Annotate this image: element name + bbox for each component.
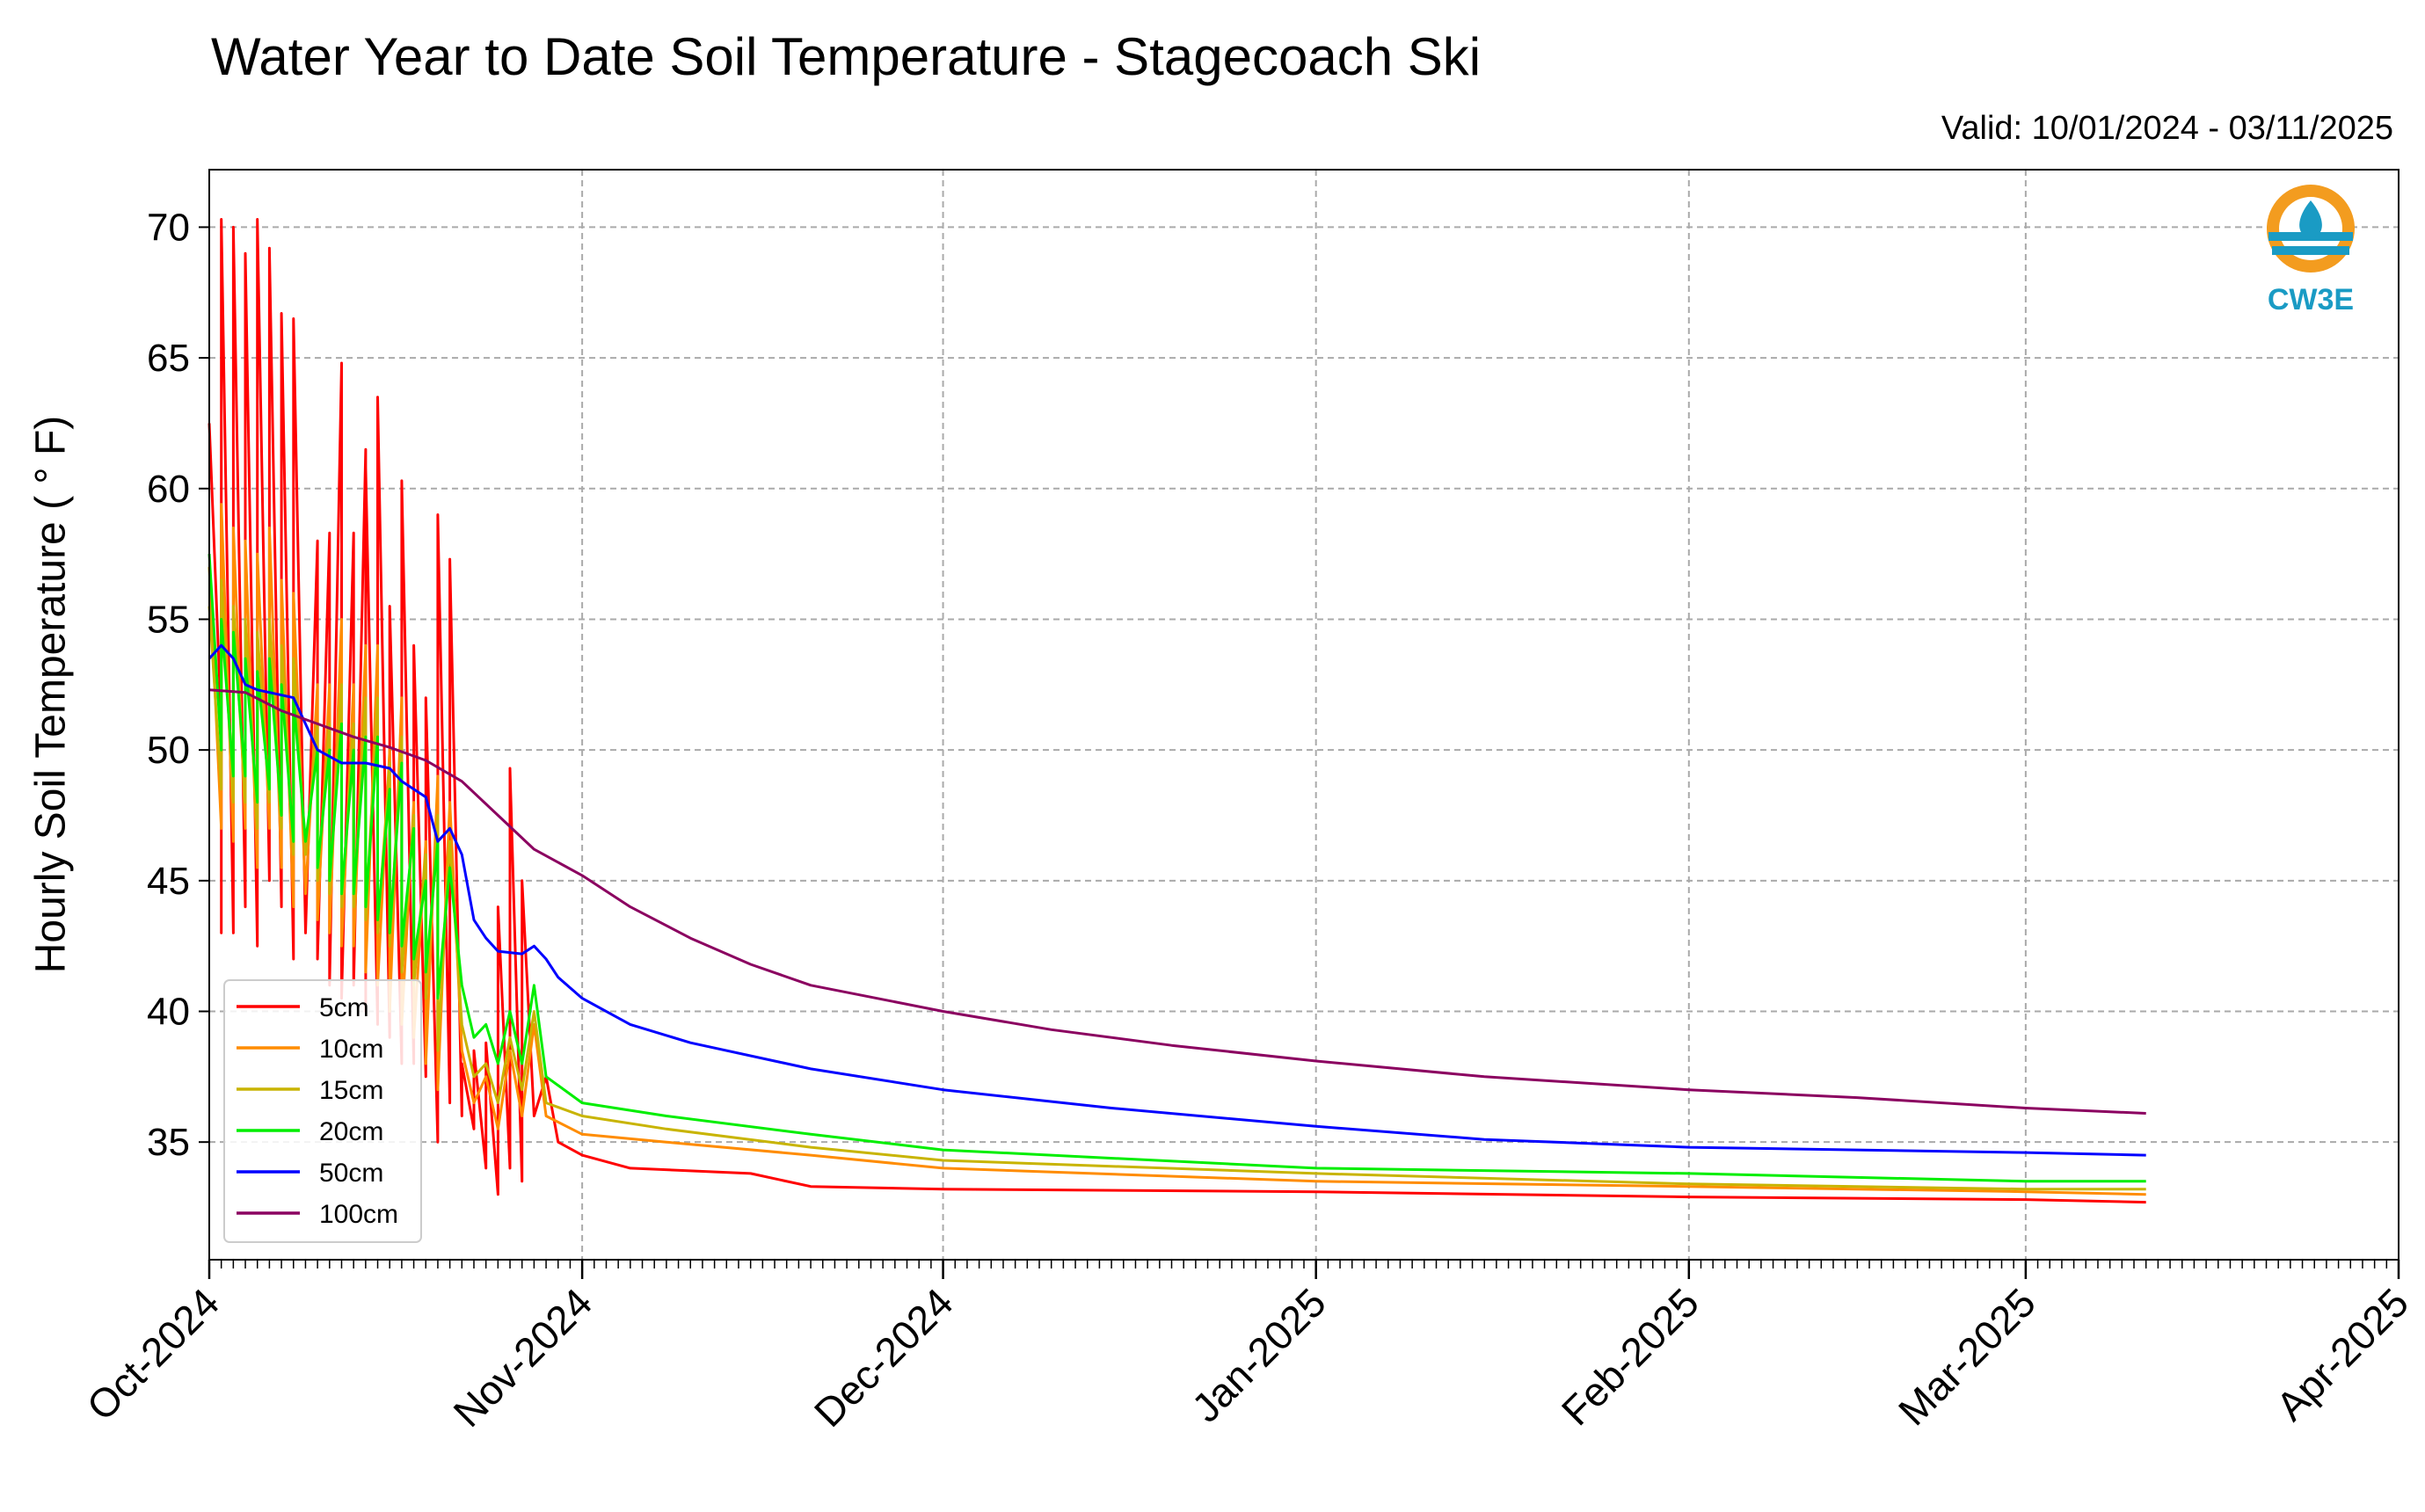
y-tick-label: 60 bbox=[147, 468, 190, 511]
y-tick-label: 50 bbox=[147, 729, 190, 772]
water-drop-icon bbox=[2299, 200, 2322, 237]
legend-label: 20cm bbox=[319, 1117, 383, 1146]
series-line-50cm bbox=[208, 643, 2146, 1157]
y-tick-label: 70 bbox=[147, 206, 190, 249]
y-tick-label: 40 bbox=[147, 991, 190, 1034]
legend: 5cm 10cm 15cm 20cm 50cm 100cm bbox=[223, 979, 422, 1243]
y-tick-label: 35 bbox=[147, 1121, 190, 1164]
y-tick-label: 55 bbox=[147, 598, 190, 641]
legend-label: 15cm bbox=[319, 1076, 383, 1105]
y-tick-label: 45 bbox=[147, 860, 190, 903]
chart-title: Water Year to Date Soil Temperature - St… bbox=[211, 27, 1482, 86]
legend-label: 100cm bbox=[319, 1200, 398, 1229]
series-line-100cm bbox=[208, 688, 2146, 1115]
x-tick-label: Nov-2024 bbox=[444, 1279, 601, 1436]
series-line-15cm bbox=[208, 578, 2146, 1191]
logo-text: CW3E bbox=[2268, 283, 2354, 316]
grid-lines bbox=[208, 170, 2400, 1260]
valid-date-range: Valid: 10/01/2024 - 03/11/2025 bbox=[1941, 110, 2393, 147]
series-layer bbox=[208, 218, 2146, 1204]
logo-wave-2 bbox=[2272, 246, 2349, 255]
plot-frame bbox=[208, 169, 2400, 1261]
y-tick-label: 65 bbox=[147, 337, 190, 380]
x-tick-label: Apr-2025 bbox=[2267, 1279, 2417, 1429]
x-tick-label: Feb-2025 bbox=[1553, 1279, 1708, 1434]
legend-label: 10cm bbox=[319, 1035, 383, 1064]
x-tick-label: Oct-2024 bbox=[78, 1279, 229, 1429]
series-line-20cm bbox=[208, 554, 2146, 1183]
cw3e-logo: CW3E bbox=[2267, 185, 2355, 316]
x-tick-label: Jan-2025 bbox=[1183, 1279, 1334, 1430]
legend-label: 50cm bbox=[319, 1159, 383, 1188]
legend-label: 5cm bbox=[319, 993, 369, 1022]
x-tick-label: Dec-2024 bbox=[805, 1279, 962, 1436]
x-tick-label: Mar-2025 bbox=[1890, 1279, 2044, 1434]
legend-box bbox=[223, 979, 422, 1243]
